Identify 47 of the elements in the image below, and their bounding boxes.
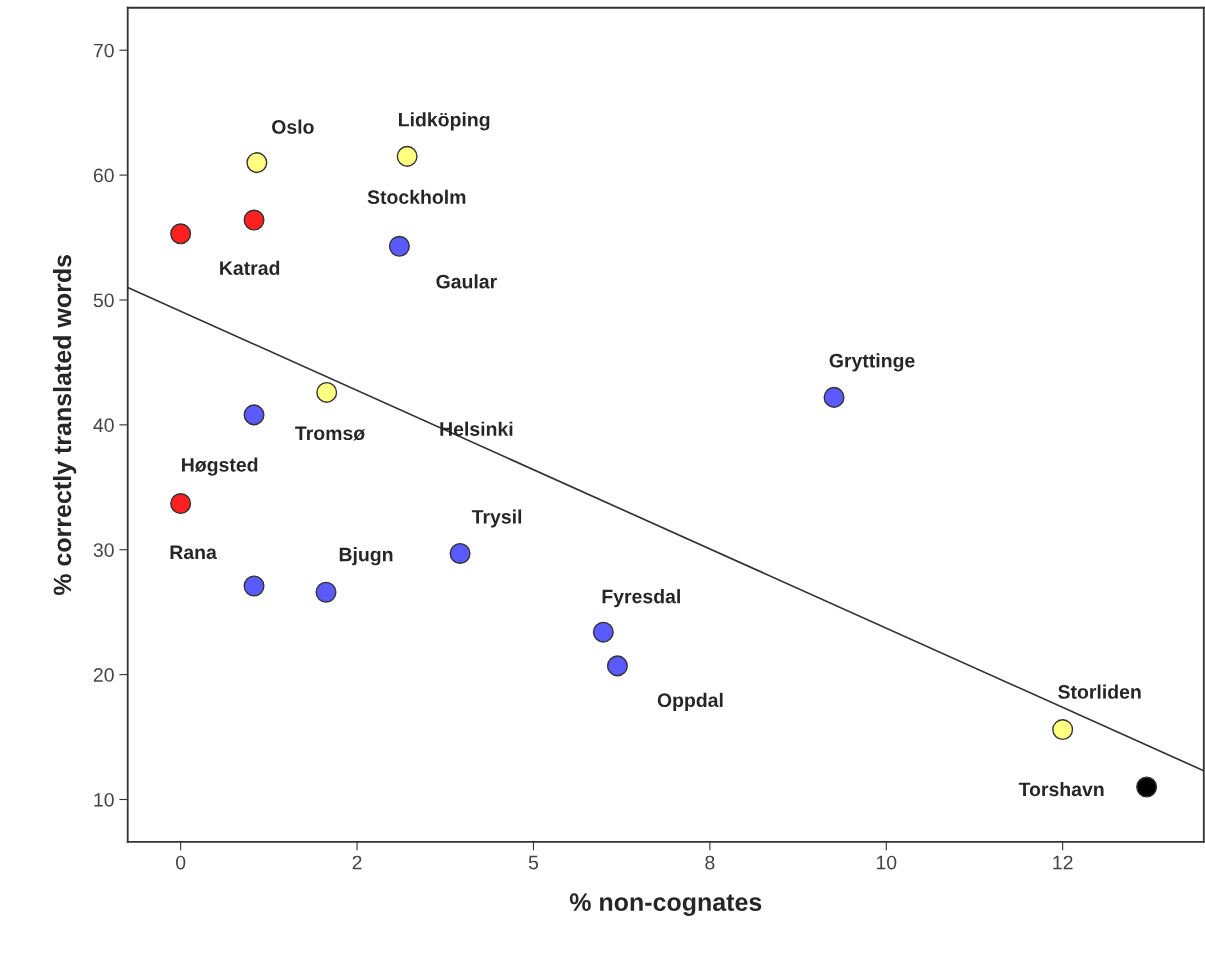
annotation: Lidköping bbox=[399, 112, 490, 131]
annotation: Trysil bbox=[471, 509, 522, 528]
point bbox=[243, 209, 265, 231]
annotation: Høgsted bbox=[182, 457, 258, 476]
y-tick-label: 30 bbox=[93, 543, 114, 557]
annotation: Gryttinge bbox=[829, 353, 915, 372]
x-tick-label: 2 bbox=[352, 855, 362, 870]
point bbox=[449, 542, 471, 565]
annotation: Torshavn bbox=[1018, 781, 1104, 797]
y-tick-label: 20 bbox=[93, 668, 114, 682]
point bbox=[1136, 776, 1158, 798]
annotation: Helsinki bbox=[440, 421, 513, 436]
annotation: Bjugn bbox=[339, 547, 393, 566]
point bbox=[592, 621, 614, 643]
point bbox=[170, 223, 192, 245]
annotation: Gaular bbox=[436, 274, 497, 289]
point bbox=[396, 145, 418, 167]
annotation: Rana bbox=[170, 545, 217, 560]
x-tick-label: 10 bbox=[876, 855, 897, 870]
x-tick-label: 5 bbox=[528, 855, 539, 870]
point bbox=[170, 493, 192, 515]
point bbox=[246, 152, 268, 174]
y-tick-label: 40 bbox=[93, 418, 114, 433]
annotation: Oslo bbox=[272, 119, 314, 134]
annotation: Stockholm bbox=[367, 189, 466, 205]
annotation: Tromsø bbox=[295, 426, 366, 441]
annotation: Oppdal bbox=[657, 692, 723, 711]
y-tick-label: 70 bbox=[93, 43, 114, 58]
point bbox=[243, 575, 265, 597]
annotation: Katrad bbox=[220, 260, 280, 276]
y-tick-label: 10 bbox=[94, 792, 114, 807]
point bbox=[315, 581, 337, 603]
x-tick-label: 12 bbox=[1053, 855, 1073, 870]
annotation: Fyresdal bbox=[602, 589, 680, 608]
x-tick-label: 0 bbox=[176, 855, 186, 870]
x-axis-title: % non-cognates bbox=[569, 893, 762, 917]
x-tick-label: 8 bbox=[705, 855, 715, 870]
point bbox=[606, 655, 628, 677]
point bbox=[316, 381, 338, 403]
y-axis-title: % correctly translated words bbox=[52, 254, 77, 596]
point bbox=[243, 404, 265, 426]
y-tick-label: 50 bbox=[93, 293, 114, 308]
point bbox=[823, 386, 845, 408]
annotation: Storliden bbox=[1058, 684, 1141, 699]
point bbox=[388, 235, 410, 257]
y-tick-label: 60 bbox=[93, 168, 114, 183]
point bbox=[1052, 719, 1074, 741]
